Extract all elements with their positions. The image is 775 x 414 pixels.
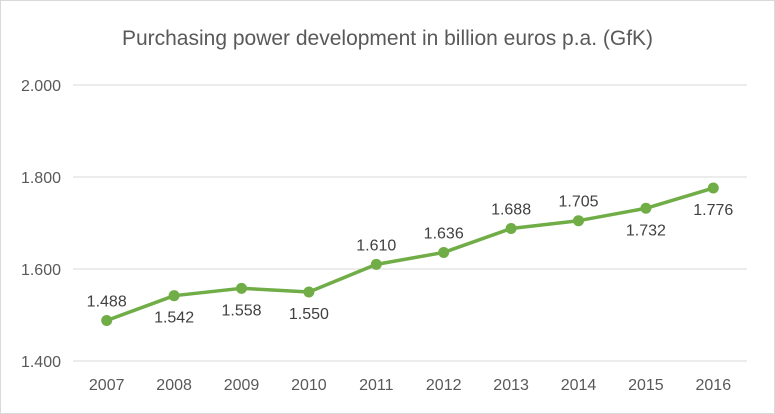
data-point	[640, 202, 652, 214]
x-tick-label: 2013	[493, 377, 529, 394]
data-point	[707, 182, 719, 194]
x-tick-label: 2010	[291, 377, 327, 394]
data-point	[438, 246, 450, 258]
data-label: 1.488	[87, 294, 127, 311]
x-tick-label: 2007	[89, 377, 125, 394]
x-tick-label: 2011	[359, 377, 394, 394]
data-point	[573, 215, 584, 227]
data-point	[236, 282, 247, 294]
y-tick-label: 1.400	[21, 354, 61, 371]
data-label: 1.776	[693, 202, 733, 219]
data-label: 1.705	[558, 194, 598, 211]
data-point	[505, 223, 517, 235]
data-label: 1.542	[154, 310, 194, 327]
data-label: 1.550	[289, 306, 329, 323]
x-tick-label: 2012	[426, 377, 462, 394]
data-label: 1.558	[221, 302, 261, 319]
data-point	[101, 315, 113, 327]
y-tick-label: 1.600	[21, 262, 61, 279]
x-tick-label: 2016	[696, 377, 732, 394]
data-point	[303, 286, 315, 298]
y-tick-label: 1.800	[21, 170, 61, 187]
x-tick-label: 2008	[156, 377, 192, 394]
x-tick-label: 2014	[561, 377, 597, 394]
x-tick-label: 2015	[628, 377, 664, 394]
data-label: 1.636	[424, 225, 464, 242]
y-tick-label: 2.000	[21, 78, 61, 95]
chart-title: Purchasing power development in billion …	[121, 27, 654, 50]
data-label: 1.688	[491, 202, 531, 219]
data-point	[168, 290, 180, 302]
series-line	[104, 186, 716, 323]
data-label: 1.610	[356, 237, 396, 254]
data-point	[370, 258, 382, 270]
data-label: 1.732	[626, 222, 666, 239]
x-tick-label: 2009	[224, 377, 260, 394]
